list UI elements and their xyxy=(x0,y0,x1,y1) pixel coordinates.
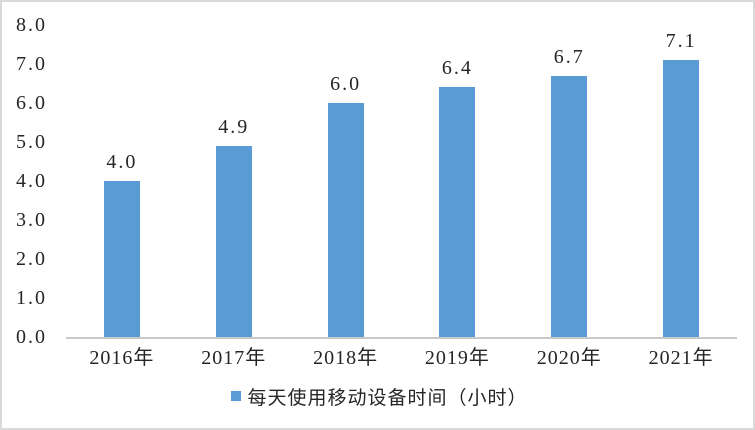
legend-marker-icon xyxy=(231,391,242,401)
y-tick-label: 3.0 xyxy=(16,209,47,231)
y-tick-label: 7.0 xyxy=(16,53,47,75)
x-tick-label: 2017年 xyxy=(201,347,267,369)
y-tick-label: 0.0 xyxy=(16,326,47,348)
bar-value-label: 4.9 xyxy=(218,115,250,138)
y-tick-label: 4.0 xyxy=(16,170,47,192)
bar xyxy=(103,181,140,337)
bar-value-label: 7.1 xyxy=(665,30,697,53)
y-tick-label: 6.0 xyxy=(16,92,47,114)
x-tick-label: 2016年 xyxy=(89,347,155,369)
bar-value-label: 6.0 xyxy=(330,73,362,95)
x-axis: 2016年 2017年 2018年 2019年 2020年 2021年 xyxy=(66,346,737,372)
y-tick-label: 8.0 xyxy=(16,14,47,36)
bar xyxy=(439,87,476,337)
legend-label: 每天使用移动设备时间（小时） xyxy=(247,387,528,409)
plot-area: 4.0 4.9 6.0 6.4 6.7 7.1 xyxy=(66,25,737,339)
bar xyxy=(551,75,588,337)
bar-value-label: 4.0 xyxy=(106,151,138,173)
x-tick-label: 2021年 xyxy=(648,347,714,369)
y-axis: 0.0 1.0 2.0 3.0 4.0 5.0 6.0 7.0 8.0 xyxy=(2,2,62,428)
y-tick-label: 2.0 xyxy=(16,248,47,270)
bar xyxy=(327,103,364,337)
x-tick-label: 2019年 xyxy=(424,347,490,369)
bar-value-label: 6.7 xyxy=(553,45,585,68)
y-tick-label: 1.0 xyxy=(16,287,47,309)
bar xyxy=(215,145,252,337)
bar xyxy=(663,60,700,337)
y-tick-label: 5.0 xyxy=(16,131,47,153)
bar-value-label: 6.4 xyxy=(441,57,473,80)
x-tick-label: 2020年 xyxy=(536,347,602,369)
legend: 每天使用移动设备时间（小时） xyxy=(2,383,753,409)
x-tick-label: 2018年 xyxy=(313,347,379,369)
